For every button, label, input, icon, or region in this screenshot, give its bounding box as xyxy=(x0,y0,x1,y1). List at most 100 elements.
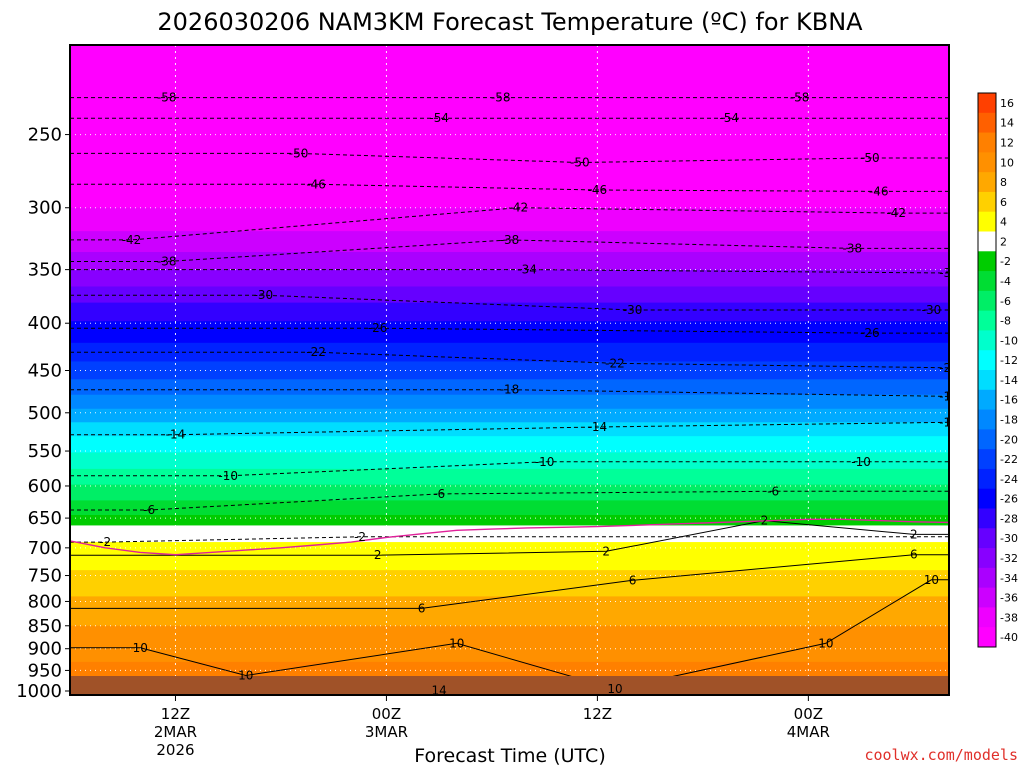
contour-label: 10 xyxy=(133,641,148,655)
colorbar-swatch xyxy=(978,607,996,628)
contour-line xyxy=(70,579,949,690)
colorbar-swatch xyxy=(978,627,996,648)
colorbar-label: -4 xyxy=(1000,275,1011,288)
contour-line xyxy=(70,183,949,192)
colorbar-swatch xyxy=(978,251,996,272)
x-tick-label: 12Z xyxy=(583,705,612,723)
temperature-band xyxy=(70,269,949,288)
colorbar-label: -40 xyxy=(1000,631,1018,644)
contour-line xyxy=(70,421,949,436)
colorbar-swatch xyxy=(978,488,996,509)
contour-label: -18 xyxy=(500,383,520,397)
colorbar-swatch xyxy=(978,587,996,608)
temperature-band xyxy=(70,45,949,209)
contour-label: -46 xyxy=(588,183,608,197)
y-tick-label: 700 xyxy=(28,538,62,559)
temperature-band xyxy=(70,542,949,572)
contour-label: -38 xyxy=(157,255,177,269)
contour-label: -2 xyxy=(99,535,111,549)
freezing-line xyxy=(70,518,949,556)
contour-label: -54 xyxy=(719,111,739,125)
colorbar-label: -34 xyxy=(1000,572,1018,585)
x-tick-label: 00Z xyxy=(372,705,401,723)
contour-label: -42 xyxy=(122,233,142,247)
colorbar-swatch xyxy=(978,290,996,312)
temperature-band xyxy=(70,468,949,486)
colorbar-swatch xyxy=(978,112,996,134)
contour-label: 10 xyxy=(238,668,253,682)
contour-label: -50 xyxy=(860,151,880,165)
contour-line xyxy=(70,269,949,274)
colorbar-label: -16 xyxy=(1000,394,1018,407)
contour-label: -50 xyxy=(289,146,309,160)
contour-label: -14 xyxy=(939,415,959,429)
contour-line xyxy=(70,490,949,511)
y-tick-label: 600 xyxy=(28,476,62,497)
plot-area: -58 -58 -58 -54 -54 -50 -50 -50 -46 -46 -46 -42 -42 -… xyxy=(70,45,959,698)
colorbar-label: 8 xyxy=(1000,176,1007,189)
colorbar-label: -24 xyxy=(1000,473,1018,486)
colorbar-swatch xyxy=(978,409,996,430)
contour-label: -38 xyxy=(843,241,863,255)
colorbar-label: -30 xyxy=(1000,532,1018,545)
contour-label: 6 xyxy=(418,601,426,615)
y-tick-label: 450 xyxy=(28,360,62,381)
temperature-band xyxy=(70,394,949,410)
colorbar-swatch xyxy=(978,528,996,549)
y-tick-label: 650 xyxy=(28,508,62,529)
colorbar-swatch xyxy=(978,271,996,292)
contour-label: -10 xyxy=(218,469,238,483)
colorbar-swatch xyxy=(978,152,996,173)
contour-label: -58 xyxy=(790,91,810,105)
ground-layer xyxy=(70,676,949,695)
temperature-band xyxy=(70,514,949,527)
temperature-band xyxy=(70,436,949,454)
colorbar-swatch xyxy=(978,191,996,213)
contour-lines xyxy=(70,97,949,692)
colorbar-swatch xyxy=(978,389,996,411)
colorbar-label: 4 xyxy=(1000,216,1007,229)
y-tick-label: 500 xyxy=(28,403,62,424)
y-tick-label: 350 xyxy=(28,260,62,281)
contour-label: -2 xyxy=(354,530,366,544)
contour-label: 2 xyxy=(761,514,769,528)
contour-label: 14 xyxy=(432,684,447,698)
contour-line xyxy=(70,239,949,262)
contour-label: 2 xyxy=(910,527,918,541)
contour-line xyxy=(70,520,949,556)
y-tick-label: 850 xyxy=(28,616,62,637)
contour-label: -18 xyxy=(939,389,959,403)
contour-line xyxy=(70,554,949,609)
colorbar-label: -32 xyxy=(1000,552,1018,565)
temperature-band xyxy=(70,252,949,271)
temperature-band xyxy=(70,379,949,396)
contour-label: 10 xyxy=(607,682,622,696)
colorbar-label: -28 xyxy=(1000,512,1018,525)
temperature-band xyxy=(70,484,949,502)
contour-label: -58 xyxy=(157,91,177,105)
contour-label: -58 xyxy=(491,91,511,105)
temperature-band xyxy=(70,422,949,438)
colorbar-label: -36 xyxy=(1000,592,1018,605)
contour-label: -6 xyxy=(143,503,155,517)
colorbar-frame xyxy=(977,92,997,648)
contour-label: -46 xyxy=(869,184,889,198)
contour-label: -54 xyxy=(429,111,449,125)
temperature-band xyxy=(70,207,949,233)
colorbar-swatch xyxy=(978,310,996,331)
contour-label: -10 xyxy=(851,455,871,469)
temperature-band xyxy=(70,231,949,254)
contour-line xyxy=(70,461,949,477)
contour-label: 2 xyxy=(374,548,382,562)
temperature-band xyxy=(70,321,949,344)
contour-label: -42 xyxy=(886,206,906,220)
temperature-band xyxy=(70,361,949,381)
colorbar-swatch xyxy=(978,132,996,153)
contour-label: -50 xyxy=(570,155,590,169)
colorbar-swatch xyxy=(978,370,996,391)
colorbar-swatch xyxy=(978,350,996,371)
contour-line xyxy=(70,536,949,543)
contour-line xyxy=(70,207,949,241)
